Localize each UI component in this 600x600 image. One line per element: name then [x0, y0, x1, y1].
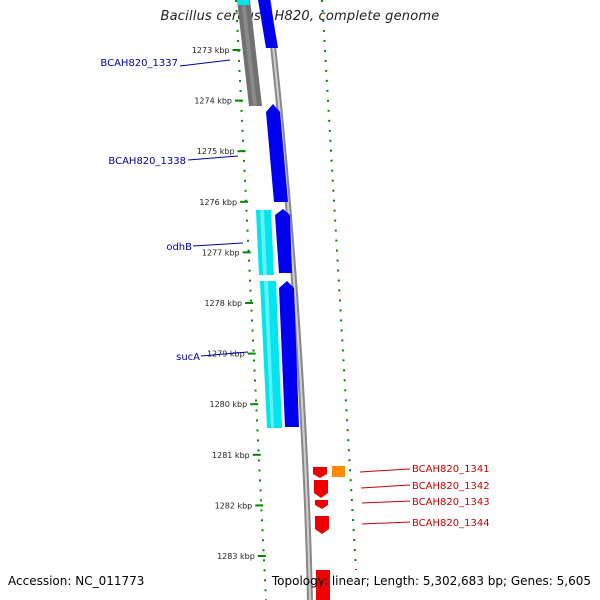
kbp-ticks: 1273 kbp 1274 kbp 1275 kbp 1276 kbp 1277 kbp…: [192, 46, 266, 561]
accession-text: Accession: NC_011773: [8, 574, 145, 588]
gene-bcah820-1337-shade: [241, 0, 257, 106]
kbp-tick-label: 1282 kbp: [215, 501, 253, 510]
leader-bcah820-1344: [361, 521, 411, 525]
label-bcah820-1343[interactable]: BCAH820_1343: [412, 497, 490, 508]
gene-blue-odhb[interactable]: [275, 209, 292, 273]
gene-red-bottom[interactable]: [316, 570, 330, 600]
leader-bcah820-1342: [360, 484, 411, 489]
kbp-tick-label: 1278 kbp: [204, 299, 242, 308]
label-bcah820-1341[interactable]: BCAH820_1341: [412, 464, 490, 475]
leader-bcah820-1337: [179, 59, 231, 67]
gene-cyan-top[interactable]: [237, 0, 250, 5]
kbp-tick-label: 1273 kbp: [192, 46, 230, 55]
kbp-tick-label: 1281 kbp: [212, 451, 250, 460]
leader-bcah820-1338: [187, 155, 239, 161]
gene-bcah820-1342[interactable]: [314, 480, 328, 498]
kbp-tick-label: 1280 kbp: [210, 400, 248, 409]
gene-blue-1[interactable]: [258, 0, 278, 48]
leader-bcah820-1343: [361, 500, 411, 504]
label-odhb[interactable]: odhB: [166, 242, 192, 253]
genome-summary-text: Topology: linear; Length: 5,302,683 bp; …: [271, 574, 591, 588]
genome-backbone-highlight: [267, 0, 311, 600]
gene-suca-shade: [264, 281, 274, 428]
kbp-tick-label: 1276 kbp: [199, 198, 237, 207]
label-bcah820-1342[interactable]: BCAH820_1342: [412, 481, 490, 492]
gene-blue-suca[interactable]: [279, 281, 299, 427]
leader-suca: [200, 351, 249, 357]
label-bcah820-1338[interactable]: BCAH820_1338: [108, 156, 186, 167]
gene-bcah820-1343[interactable]: [315, 500, 328, 509]
gene-odhb-shade: [260, 210, 267, 275]
gene-bcah820-1338[interactable]: [266, 104, 288, 202]
label-bcah820-1344[interactable]: BCAH820_1344: [412, 518, 490, 529]
kbp-tick-label: 1275 kbp: [197, 147, 235, 156]
label-bcah820-1337[interactable]: BCAH820_1337: [100, 58, 178, 69]
kbp-tick-label: 1283 kbp: [217, 552, 255, 561]
label-suca[interactable]: sucA: [176, 352, 200, 363]
gene-bcah820-1341[interactable]: [313, 467, 327, 478]
kbp-tick-label: 1277 kbp: [202, 248, 240, 257]
leader-bcah820-1341: [359, 468, 411, 473]
gene-orange[interactable]: [332, 466, 345, 477]
map-title: Bacillus cereus AH820, complete genome: [160, 9, 440, 24]
leader-odhb: [192, 242, 244, 247]
kbp-tick-label: 1274 kbp: [194, 97, 232, 106]
gene-bcah820-1344[interactable]: [315, 516, 329, 534]
